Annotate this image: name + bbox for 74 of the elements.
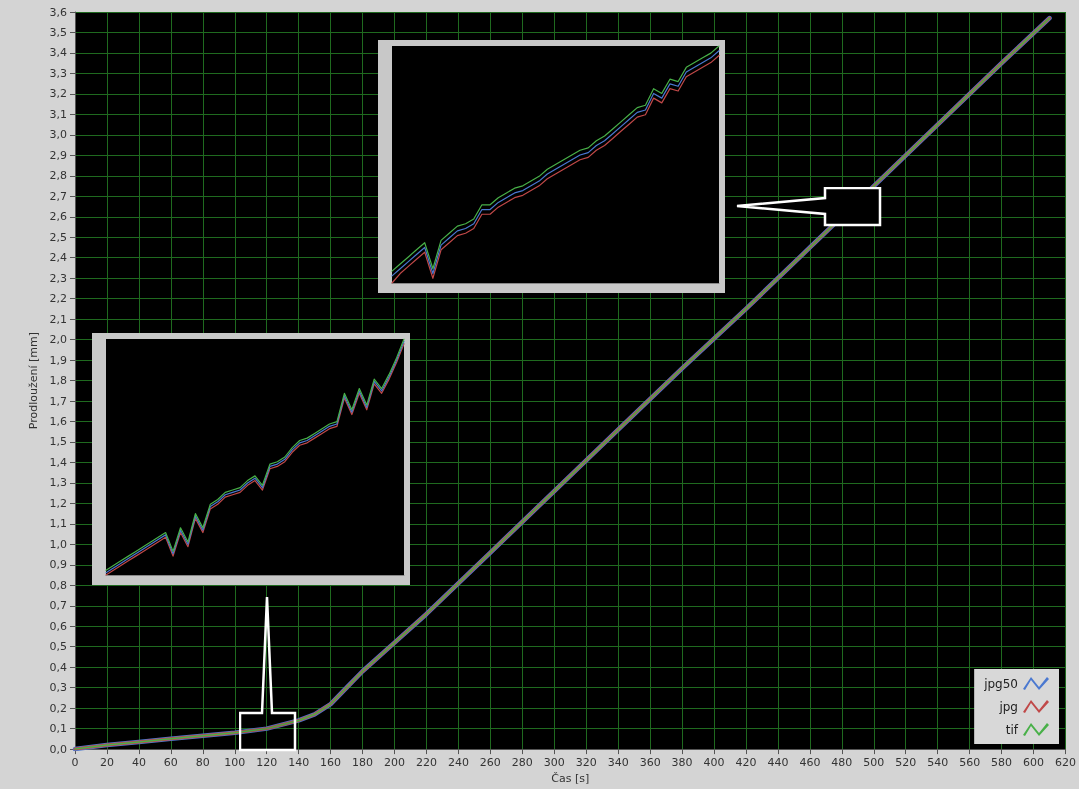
y-tick-label: 3,0 [49,128,67,142]
y-tick-label: 1,1 [49,517,67,531]
x-tick-label: 440 [767,756,789,770]
y-axis-title: Prodloužení [mm] [26,331,40,430]
y-tick-label: 1,8 [49,374,67,388]
x-tick-label: 620 [1055,756,1076,770]
y-tick-label: 0,3 [49,681,67,695]
x-tick-label: 380 [671,756,693,770]
y-tick-label: 1,2 [49,496,67,510]
x-tick-label: 60 [163,756,178,770]
y-tick-label: 3,2 [49,87,67,101]
y-tick-label: 0,7 [49,599,67,613]
y-tick-label: 0,6 [49,619,67,633]
x-tick-label: 320 [575,756,597,770]
y-tick-label: 3,1 [49,107,67,121]
legend-label: jpg [998,699,1018,714]
y-tick-label: 2,2 [49,292,67,306]
x-tick-label: 360 [639,756,661,770]
y-tick-label: 0,9 [49,558,67,572]
y-tick-label: 3,4 [49,46,67,60]
y-tick-label: 1,0 [49,537,67,551]
y-tick-label: 0,8 [49,578,67,592]
x-tick-label: 260 [479,756,501,770]
y-tick-label: 2,5 [49,230,67,244]
legend-label: tif [1005,722,1019,737]
y-tick-label: 1,4 [49,455,67,469]
legend-label: jpg50 [983,676,1018,691]
x-tick-label: 200 [384,756,406,770]
y-tick-label: 0,5 [49,640,67,654]
x-tick-label: 220 [415,756,437,770]
x-tick-label: 480 [831,756,853,770]
x-tick-label: 80 [195,756,210,770]
x-tick-label: 520 [895,756,917,770]
y-tick-label: 0,4 [49,660,67,674]
x-tick-label: 540 [927,756,949,770]
y-tick-label: 0,2 [49,701,67,715]
y-tick-label: 2,4 [49,251,67,265]
x-tick-label: 160 [320,756,342,770]
x-axis-title: Čas [s] [551,772,590,785]
x-tick-label: 420 [735,756,757,770]
y-tick-label: 1,7 [49,394,67,408]
y-tick-label: 3,5 [49,25,67,39]
x-tick-label: 400 [703,756,725,770]
y-tick-label: 2,9 [49,148,67,162]
y-tick-label: 1,5 [49,435,67,449]
x-tick-label: 580 [991,756,1013,770]
y-tick-label: 1,3 [49,476,67,490]
y-tick-label: 2,3 [49,271,67,285]
x-tick-label: 180 [352,756,374,770]
x-tick-label: 500 [863,756,885,770]
y-tick-label: 2,1 [49,312,67,326]
x-tick-label: 20 [99,756,114,770]
x-tick-label: 560 [959,756,981,770]
y-tick-label: 0,1 [49,722,67,736]
x-tick-label: 0 [71,756,79,770]
y-tick-label: 2,8 [49,169,67,183]
y-tick-label: 1,9 [49,353,67,367]
x-tick-label: 460 [799,756,821,770]
x-tick-label: 340 [607,756,629,770]
y-tick-label: 3,6 [49,5,67,19]
x-tick-label: 100 [224,756,246,770]
x-tick-label: 120 [256,756,278,770]
x-tick-label: 300 [543,756,565,770]
x-tick-label: 280 [511,756,533,770]
y-tick-label: 2,0 [49,333,67,347]
y-tick-label: 1,6 [49,415,67,428]
x-tick-label: 140 [288,756,310,770]
y-tick-label: 2,6 [49,210,67,224]
y-tick-label: 0,0 [49,742,67,756]
x-tick-label: 600 [1023,756,1045,770]
x-tick-label: 240 [447,756,469,770]
y-tick-label: 3,3 [49,66,67,80]
x-tick-label: 40 [131,756,146,770]
y-tick-label: 2,7 [49,189,67,203]
